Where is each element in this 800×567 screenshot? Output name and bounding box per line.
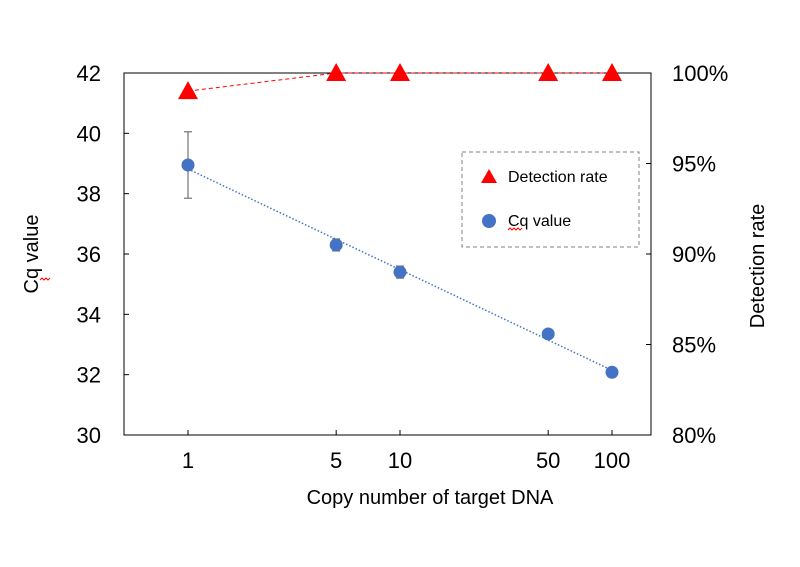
y-right-axis-ticks: 80% 85% 90% 95% 100%	[646, 61, 728, 448]
y-left-tick-label: 36	[77, 242, 101, 267]
data-point-circle	[181, 158, 195, 172]
spellcheck-squiggle	[39, 277, 51, 281]
legend: Detection rate Cq value	[461, 151, 640, 248]
legend-circle-marker	[482, 214, 496, 228]
y-left-tick-label: 38	[77, 182, 101, 207]
y-right-axis-label: Detection rate	[747, 204, 769, 329]
y-left-tick-label: 42	[77, 61, 101, 86]
y-right-tick-label: 80%	[672, 423, 716, 448]
x-tick-label: 5	[330, 448, 342, 473]
x-tick-label: 1	[182, 448, 194, 473]
y-right-tick-label: 85%	[672, 333, 716, 358]
data-point-circle	[605, 365, 619, 379]
legend-triangle-marker	[481, 169, 497, 183]
x-tick-label: 50	[536, 448, 560, 473]
data-point-triangle	[538, 63, 559, 81]
plot-area-frame	[123, 72, 652, 436]
y-left-tick-label: 32	[77, 363, 101, 388]
x-axis-ticks: 1 5 10 50 100	[182, 430, 630, 473]
y-left-tick-label: 34	[77, 302, 101, 327]
data-point-triangle	[326, 63, 347, 81]
data-point-circle	[329, 238, 343, 252]
y-right-tick-label: 100%	[672, 61, 728, 86]
y-left-tick-label: 40	[77, 121, 101, 146]
data-point-circle	[541, 327, 555, 341]
legend-spellcheck-squiggle	[507, 227, 523, 231]
x-tick-label: 100	[594, 448, 631, 473]
x-axis-label: Copy number of target DNA	[307, 487, 554, 509]
y-right-tick-label: 95%	[672, 152, 716, 177]
error-bars	[184, 131, 404, 279]
data-point-triangle	[390, 63, 410, 81]
y-left-axis-label: Cq value	[21, 215, 43, 294]
x-tick-label: 10	[388, 448, 412, 473]
y-right-tick-label: 90%	[672, 242, 716, 267]
data-point-circle	[393, 265, 407, 279]
data-point-triangle	[178, 81, 198, 100]
y-left-axis-ticks: 30 32 34 36 38 40 42	[77, 61, 129, 448]
data-point-triangle	[602, 63, 622, 81]
legend-label-detection-rate: Detection rate	[508, 169, 608, 186]
y-left-tick-label: 30	[77, 423, 101, 448]
data-marks	[178, 63, 622, 379]
legend-label-cq-value: Cq value	[508, 213, 571, 230]
legend-box	[461, 151, 640, 248]
